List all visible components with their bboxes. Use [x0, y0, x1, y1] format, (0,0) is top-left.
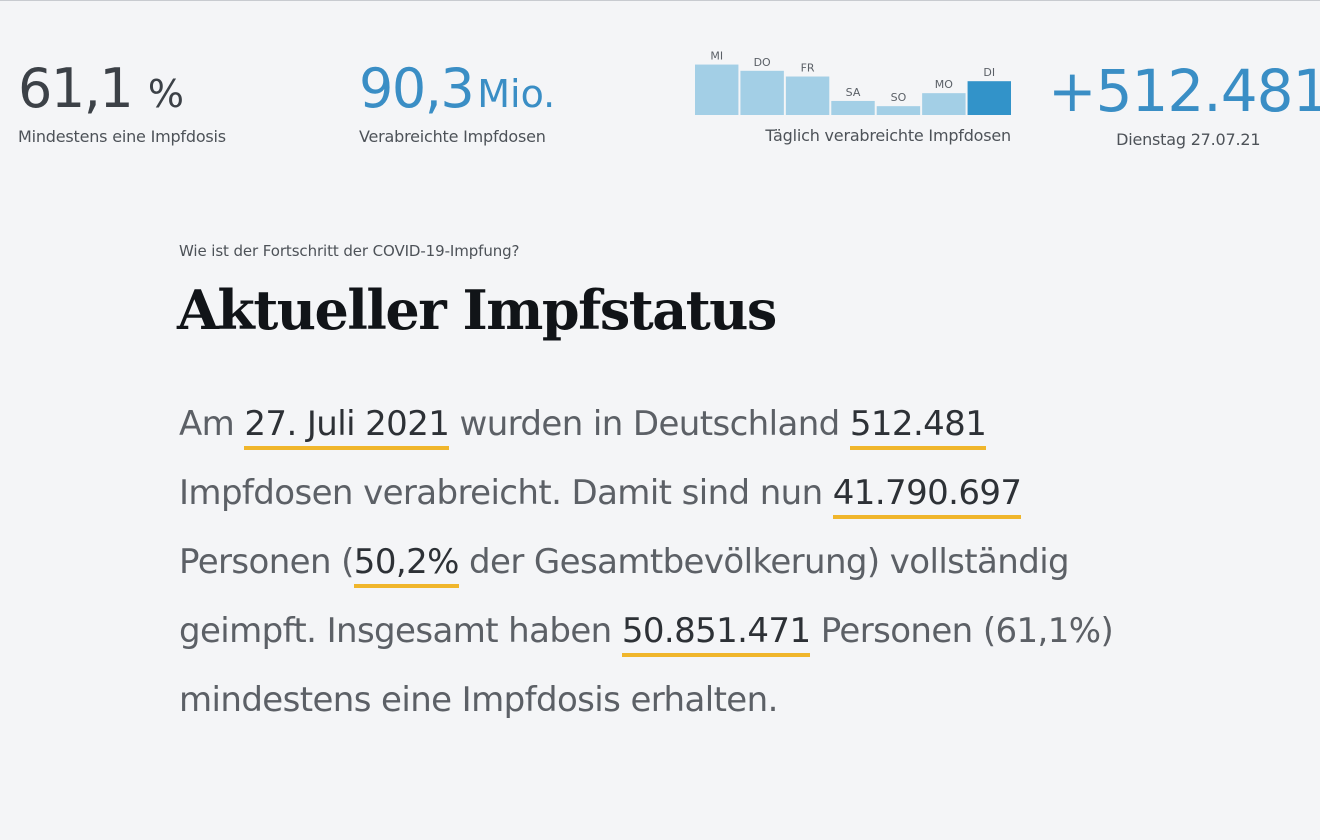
- daily-bar-so: [876, 106, 921, 115]
- stat-total-doses: 90,3 Mio. Verabreichte Impfdosen: [359, 62, 555, 147]
- article-kicker: Wie ist der Fortschritt der COVID-19-Imp…: [179, 242, 520, 260]
- text-segment: Am: [179, 404, 245, 444]
- page-title: Aktueller Impfstatus: [177, 278, 777, 342]
- daily-bar-label-sa: SA: [846, 86, 861, 99]
- daily-bar-sa: [831, 100, 875, 115]
- daily-bar-label-mo: MO: [935, 78, 953, 91]
- stat-first-dose: 61,1 % Mindestens eine Impfdosis: [18, 62, 226, 147]
- stat-total-doses-unit: Mio.: [477, 72, 556, 116]
- highlight-date: 27. Juli 2021: [244, 404, 450, 450]
- highlight-daily-doses: 512.481: [849, 404, 987, 450]
- stat-first-dose-value-line: 61,1 %: [18, 62, 226, 116]
- highlight-fully-vaccinated: 41.790.697: [832, 473, 1022, 519]
- daily-bar-label-so: SO: [891, 91, 907, 104]
- daily-bar-label-di: DI: [983, 66, 995, 79]
- daily-bar-mi: [695, 64, 739, 115]
- daily-bar-label-fr: FR: [801, 62, 815, 75]
- stat-first-dose-value: 61,1: [18, 57, 134, 120]
- daily-bar-label-mi: MI: [710, 50, 723, 63]
- daily-bar-label-do: DO: [754, 56, 771, 69]
- stat-total-doses-value: 90,3: [359, 57, 475, 120]
- text-segment: Personen (: [179, 542, 354, 582]
- text-segment: der Gesamtbevölkerung) vollständig geimp…: [179, 542, 1070, 651]
- daily-bar-fr: [785, 76, 830, 115]
- top-divider: [0, 0, 1320, 1]
- text-segment: Impfdosen verabreicht. Damit sind nun: [179, 473, 833, 513]
- status-paragraph: Am 27. Juli 2021 wurden in Deutschland 5…: [179, 390, 1119, 735]
- stat-total-doses-caption: Verabreichte Impfdosen: [359, 127, 546, 146]
- text-segment: wurden in Deutschland: [449, 404, 850, 444]
- stat-daily-doses-date: Dienstag 27.07.21: [1116, 130, 1261, 149]
- daily-bar-di: [967, 81, 1011, 115]
- stat-total-doses-value-line: 90,3 Mio.: [359, 62, 555, 116]
- stat-daily-doses-value: +512.481: [1048, 57, 1320, 125]
- daily-bar-mo: [922, 93, 966, 115]
- stat-first-dose-caption: Mindestens eine Impfdosis: [18, 127, 226, 146]
- daily-doses-chart-caption: Täglich verabreichte Impfdosen: [765, 126, 1011, 145]
- text-segment: Personen (61,1%) mindestens eine Impfdos…: [179, 611, 1114, 720]
- stat-first-dose-unit: %: [147, 72, 185, 116]
- highlight-at-least-one-dose: 50.851.471: [621, 611, 811, 657]
- stat-daily-doses: +512.481 Dienstag 27.07.21: [1048, 62, 1320, 149]
- highlight-fully-vaccinated-pct: 50,2%: [353, 542, 459, 588]
- daily-doses-chart: MI DO FR SA SO MO DI: [695, 50, 1011, 115]
- daily-bar-do: [740, 70, 784, 115]
